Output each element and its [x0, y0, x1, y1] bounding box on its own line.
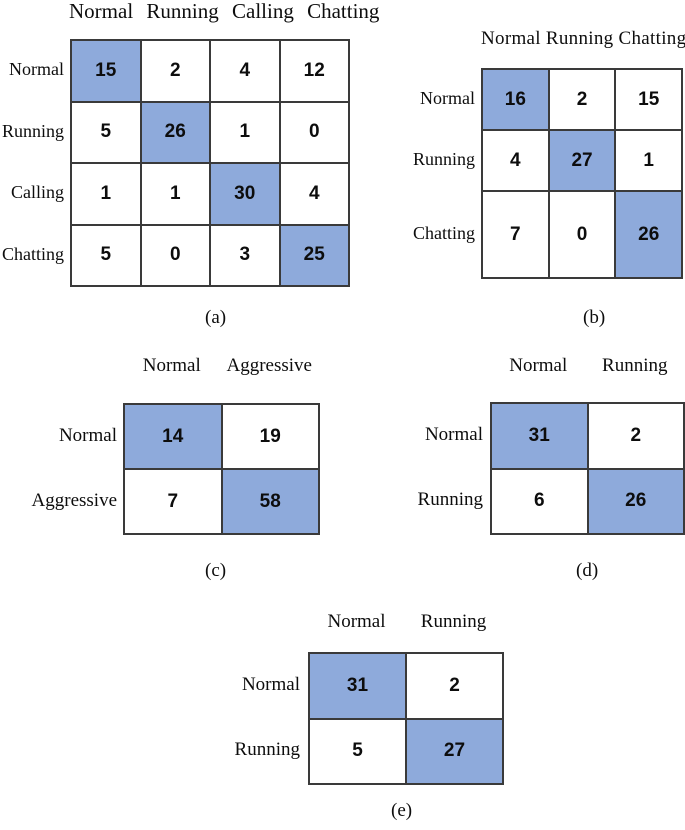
matrix-cell: 5 [71, 224, 141, 286]
column-headers-e: Normal Running [308, 610, 502, 633]
matrix-cell: 0 [140, 224, 210, 286]
row-header: Normal [58, 424, 117, 446]
matrix-cell: 4 [482, 130, 549, 191]
row-headers-b: Normal Running Chatting [388, 68, 478, 277]
col-header: Running [602, 355, 668, 376]
col-header: Chatting [618, 28, 685, 49]
matrix-cell: 7 [124, 469, 222, 534]
matrix-cell: 31 [309, 653, 406, 719]
matrix-cell: 26 [140, 101, 210, 163]
col-header: Chatting [307, 0, 380, 23]
subfigure-caption-c: (c) [205, 560, 227, 581]
matrix-grid-a: 15 2 4 12 5 26 1 0 1 1 30 4 5 0 3 25 [70, 39, 350, 287]
col-header: Normal [142, 355, 201, 376]
column-headers-d: Normal Running [490, 354, 683, 377]
matrix-cell: 3 [210, 224, 280, 286]
col-header: Running [146, 0, 219, 23]
col-header: Running [545, 28, 614, 49]
subfigure-caption-a: (a) [205, 307, 227, 328]
matrix-cell: 15 [71, 40, 141, 102]
col-header: Running [420, 611, 487, 632]
row-header: Running [1, 120, 64, 141]
matrix-cell: 5 [309, 718, 406, 784]
row-header: Normal [241, 673, 300, 695]
col-header: Normal [69, 0, 134, 23]
row-header: Calling [11, 182, 64, 203]
row-headers-d: Normal Running [376, 402, 486, 533]
matrix-cell: 31 [491, 403, 588, 469]
matrix-cell: 26 [615, 191, 683, 278]
subfigure-caption-b: (b) [583, 307, 606, 328]
matrix-cell: 5 [71, 101, 141, 163]
row-headers-c: Normal Aggressive [8, 403, 120, 533]
matrix-cell: 2 [548, 69, 616, 130]
matrix-cell: 7 [482, 191, 549, 278]
matrix-grid-b: 16 2 15 4 27 1 7 0 26 [481, 68, 684, 279]
row-header: Normal [420, 88, 475, 108]
col-header: Normal [327, 611, 386, 632]
row-header: Chatting [413, 223, 475, 243]
column-headers-c: Normal Aggressive [123, 354, 318, 377]
row-headers-e: Normal Running [194, 652, 303, 783]
matrix-cell: 1 [71, 163, 141, 225]
row-headers-a: Normal Running Calling Chatting [0, 39, 67, 285]
matrix-cell: 15 [615, 69, 683, 130]
matrix-cell: 2 [406, 653, 503, 719]
row-header: Running [412, 149, 475, 169]
matrix-cell: 27 [406, 718, 503, 784]
row-header: Chatting [2, 243, 64, 264]
matrix-cell: 26 [587, 468, 684, 534]
matrix-cell: 4 [279, 163, 349, 225]
col-header: Aggressive [226, 355, 312, 376]
matrix-cell: 0 [279, 101, 349, 163]
matrix-cell: 25 [279, 224, 349, 286]
matrix-cell: 6 [491, 468, 588, 534]
column-headers-b: Normal Running Chatting [481, 28, 685, 50]
row-header: Aggressive [31, 489, 117, 511]
col-header: Calling [232, 0, 294, 23]
col-header: Normal [509, 355, 568, 376]
matrix-cell: 1 [615, 130, 683, 191]
row-header: Running [234, 739, 300, 761]
matrix-cell: 19 [221, 404, 319, 469]
matrix-grid-c: 14 19 7 58 [123, 403, 320, 535]
matrix-cell: 2 [140, 40, 210, 102]
matrix-cell: 2 [587, 403, 684, 469]
subfigure-caption-d: (d) [576, 560, 599, 581]
row-header: Normal [424, 423, 483, 445]
matrix-cell: 12 [279, 40, 349, 102]
matrix-cell: 16 [482, 69, 549, 130]
row-header: Normal [9, 59, 64, 80]
matrix-cell: 0 [548, 191, 616, 278]
col-header: Normal [481, 28, 541, 49]
matrix-cell: 1 [210, 101, 280, 163]
column-headers-a: Normal Running Calling Chatting [69, 1, 387, 22]
matrix-cell: 27 [548, 130, 616, 191]
subfigure-caption-e: (e) [391, 800, 413, 821]
matrix-grid-d: 31 2 6 26 [490, 402, 685, 535]
matrix-cell: 58 [221, 469, 319, 534]
matrix-cell: 1 [140, 163, 210, 225]
row-header: Running [417, 489, 483, 511]
matrix-cell: 4 [210, 40, 280, 102]
matrix-cell: 14 [124, 404, 222, 469]
matrix-grid-e: 31 2 5 27 [308, 652, 504, 785]
matrix-cell: 30 [210, 163, 280, 225]
